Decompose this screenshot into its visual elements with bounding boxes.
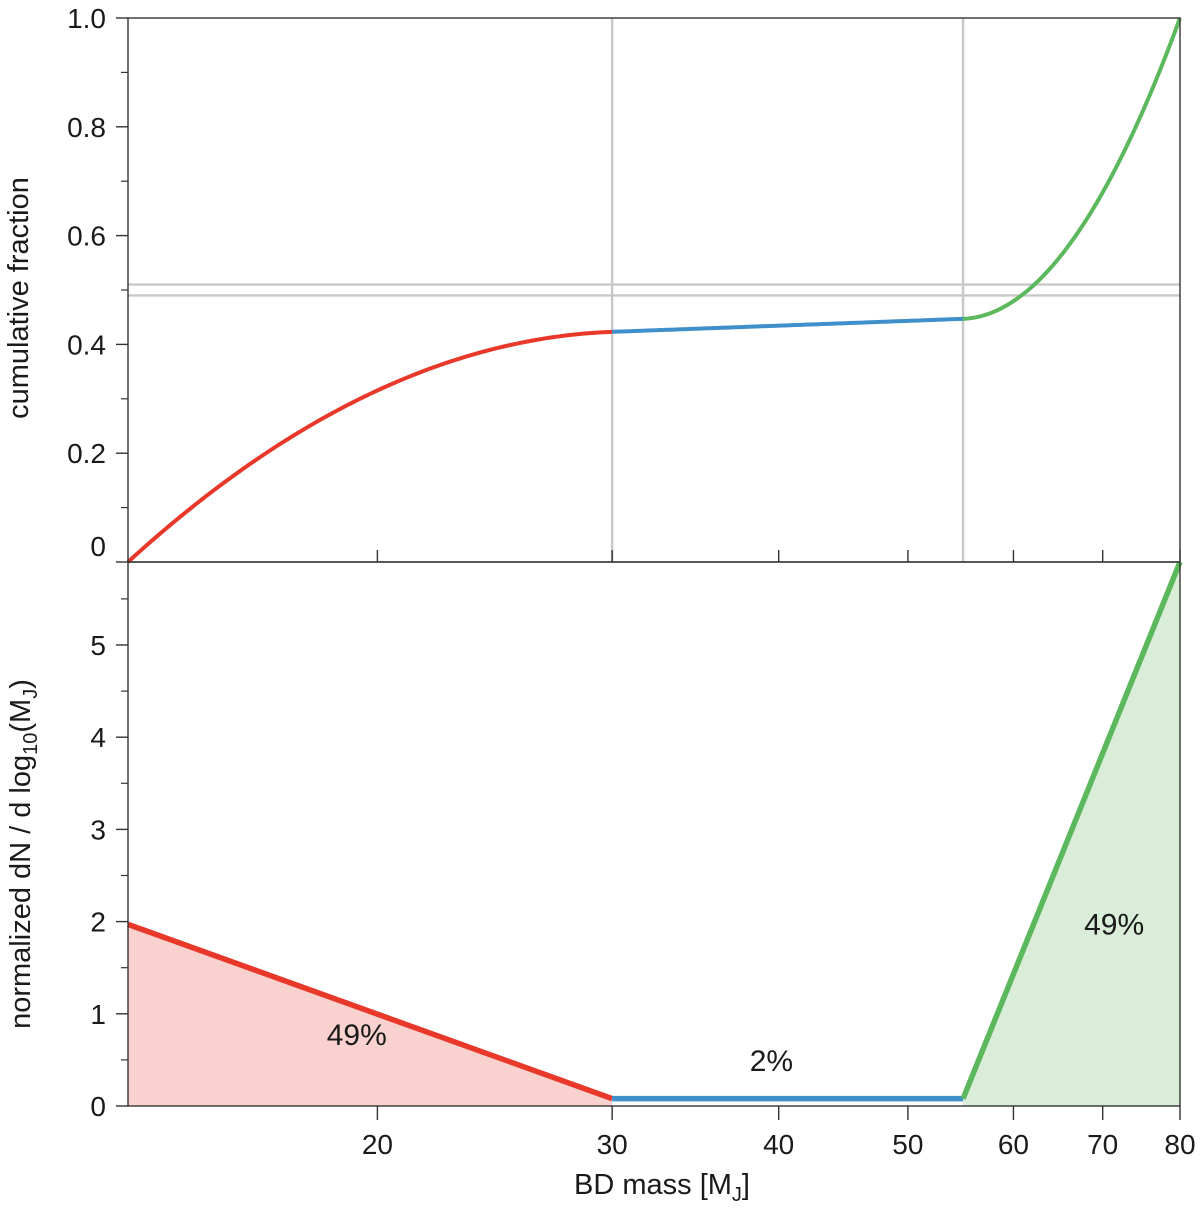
bottom-panel: 0 1 2 3 4 5 20 30 40 50 60 70 80 49% 2% 49% BD mass [M…: [5, 560, 1196, 1206]
top-y-axis-title: cumulative fraction: [3, 177, 35, 419]
bottom-y-tick-label: 0: [90, 1091, 106, 1122]
bottom-x-tick-label: 80: [1164, 1129, 1195, 1160]
cumulative-curve-1: [126, 329, 613, 564]
bottom-tick-labels: 0 1 2 3 4 5 20 30 40 50 60 70 80: [90, 630, 1195, 1160]
y-axis-title-end: ): [5, 679, 37, 689]
bottom-plot-frame: [127, 561, 1181, 1107]
bottom-x-axis-title: BD mass [MJ]: [574, 1169, 750, 1206]
bottom-ticks: [116, 598, 1181, 1120]
x-axis-title-main: BD mass [M: [574, 1169, 732, 1201]
distribution-line-3: [960, 560, 1183, 1100]
y-axis-title-mid: (M: [5, 699, 37, 733]
top-panel: 0 0.2 0.4 0.6 0.8 1.0 cumulative fraction: [3, 3, 1182, 564]
area-percent-labels: 49% 2% 49%: [327, 908, 1144, 1077]
top-tick-labels: 0 0.2 0.4 0.6 0.8 1.0: [67, 3, 106, 562]
bottom-x-tick-label: 60: [998, 1129, 1029, 1160]
bottom-y-tick-label: 5: [90, 630, 106, 661]
cumulative-curve-3: [962, 17, 1182, 321]
top-plot-frame: [127, 17, 1181, 563]
top-y-tick-label: 0.4: [67, 329, 106, 360]
bottom-x-tick-label: 50: [892, 1129, 923, 1160]
bottom-x-tick-label: 40: [763, 1129, 794, 1160]
bottom-x-tick-label: 30: [597, 1129, 628, 1160]
bottom-x-tick-label: 20: [362, 1129, 393, 1160]
top-y-tick-label: 0.2: [67, 438, 106, 469]
top-ticks: [116, 17, 1181, 563]
area-percent-label-2: 2%: [750, 1045, 793, 1078]
x-axis-title-subscript: J: [732, 1184, 742, 1206]
cumulative-curve-2: [612, 316, 964, 334]
bottom-y-tick-label: 2: [90, 907, 106, 938]
top-y-tick-label: 0: [90, 531, 106, 562]
y-axis-title-subscript-j: J: [20, 689, 42, 699]
area-percent-label-3: 49%: [1084, 908, 1144, 941]
bottom-series: [127, 560, 1183, 1102]
x-axis-title-end: ]: [742, 1169, 750, 1201]
top-y-tick-label: 0.6: [67, 221, 106, 252]
bottom-y-tick-label: 3: [90, 814, 106, 845]
top-reference-lines: [128, 18, 1180, 562]
top-y-tick-label: 0.8: [67, 112, 106, 143]
bottom-y-tick-label: 1: [90, 999, 106, 1030]
y-axis-title-main: normalized dN / d log: [5, 755, 37, 1029]
top-y-tick-label: 1.0: [67, 3, 106, 34]
top-series: [126, 17, 1182, 564]
area-percent-label-1: 49%: [327, 1019, 387, 1052]
bottom-y-axis-title: normalized dN / d log10(MJ): [5, 679, 42, 1029]
y-axis-title-subscript-10: 10: [20, 733, 42, 755]
distribution-line-1: [127, 921, 614, 1102]
bottom-area-fills: [128, 562, 1180, 1106]
bottom-x-tick-label: 70: [1087, 1129, 1118, 1160]
bottom-y-tick-label: 4: [90, 722, 106, 753]
